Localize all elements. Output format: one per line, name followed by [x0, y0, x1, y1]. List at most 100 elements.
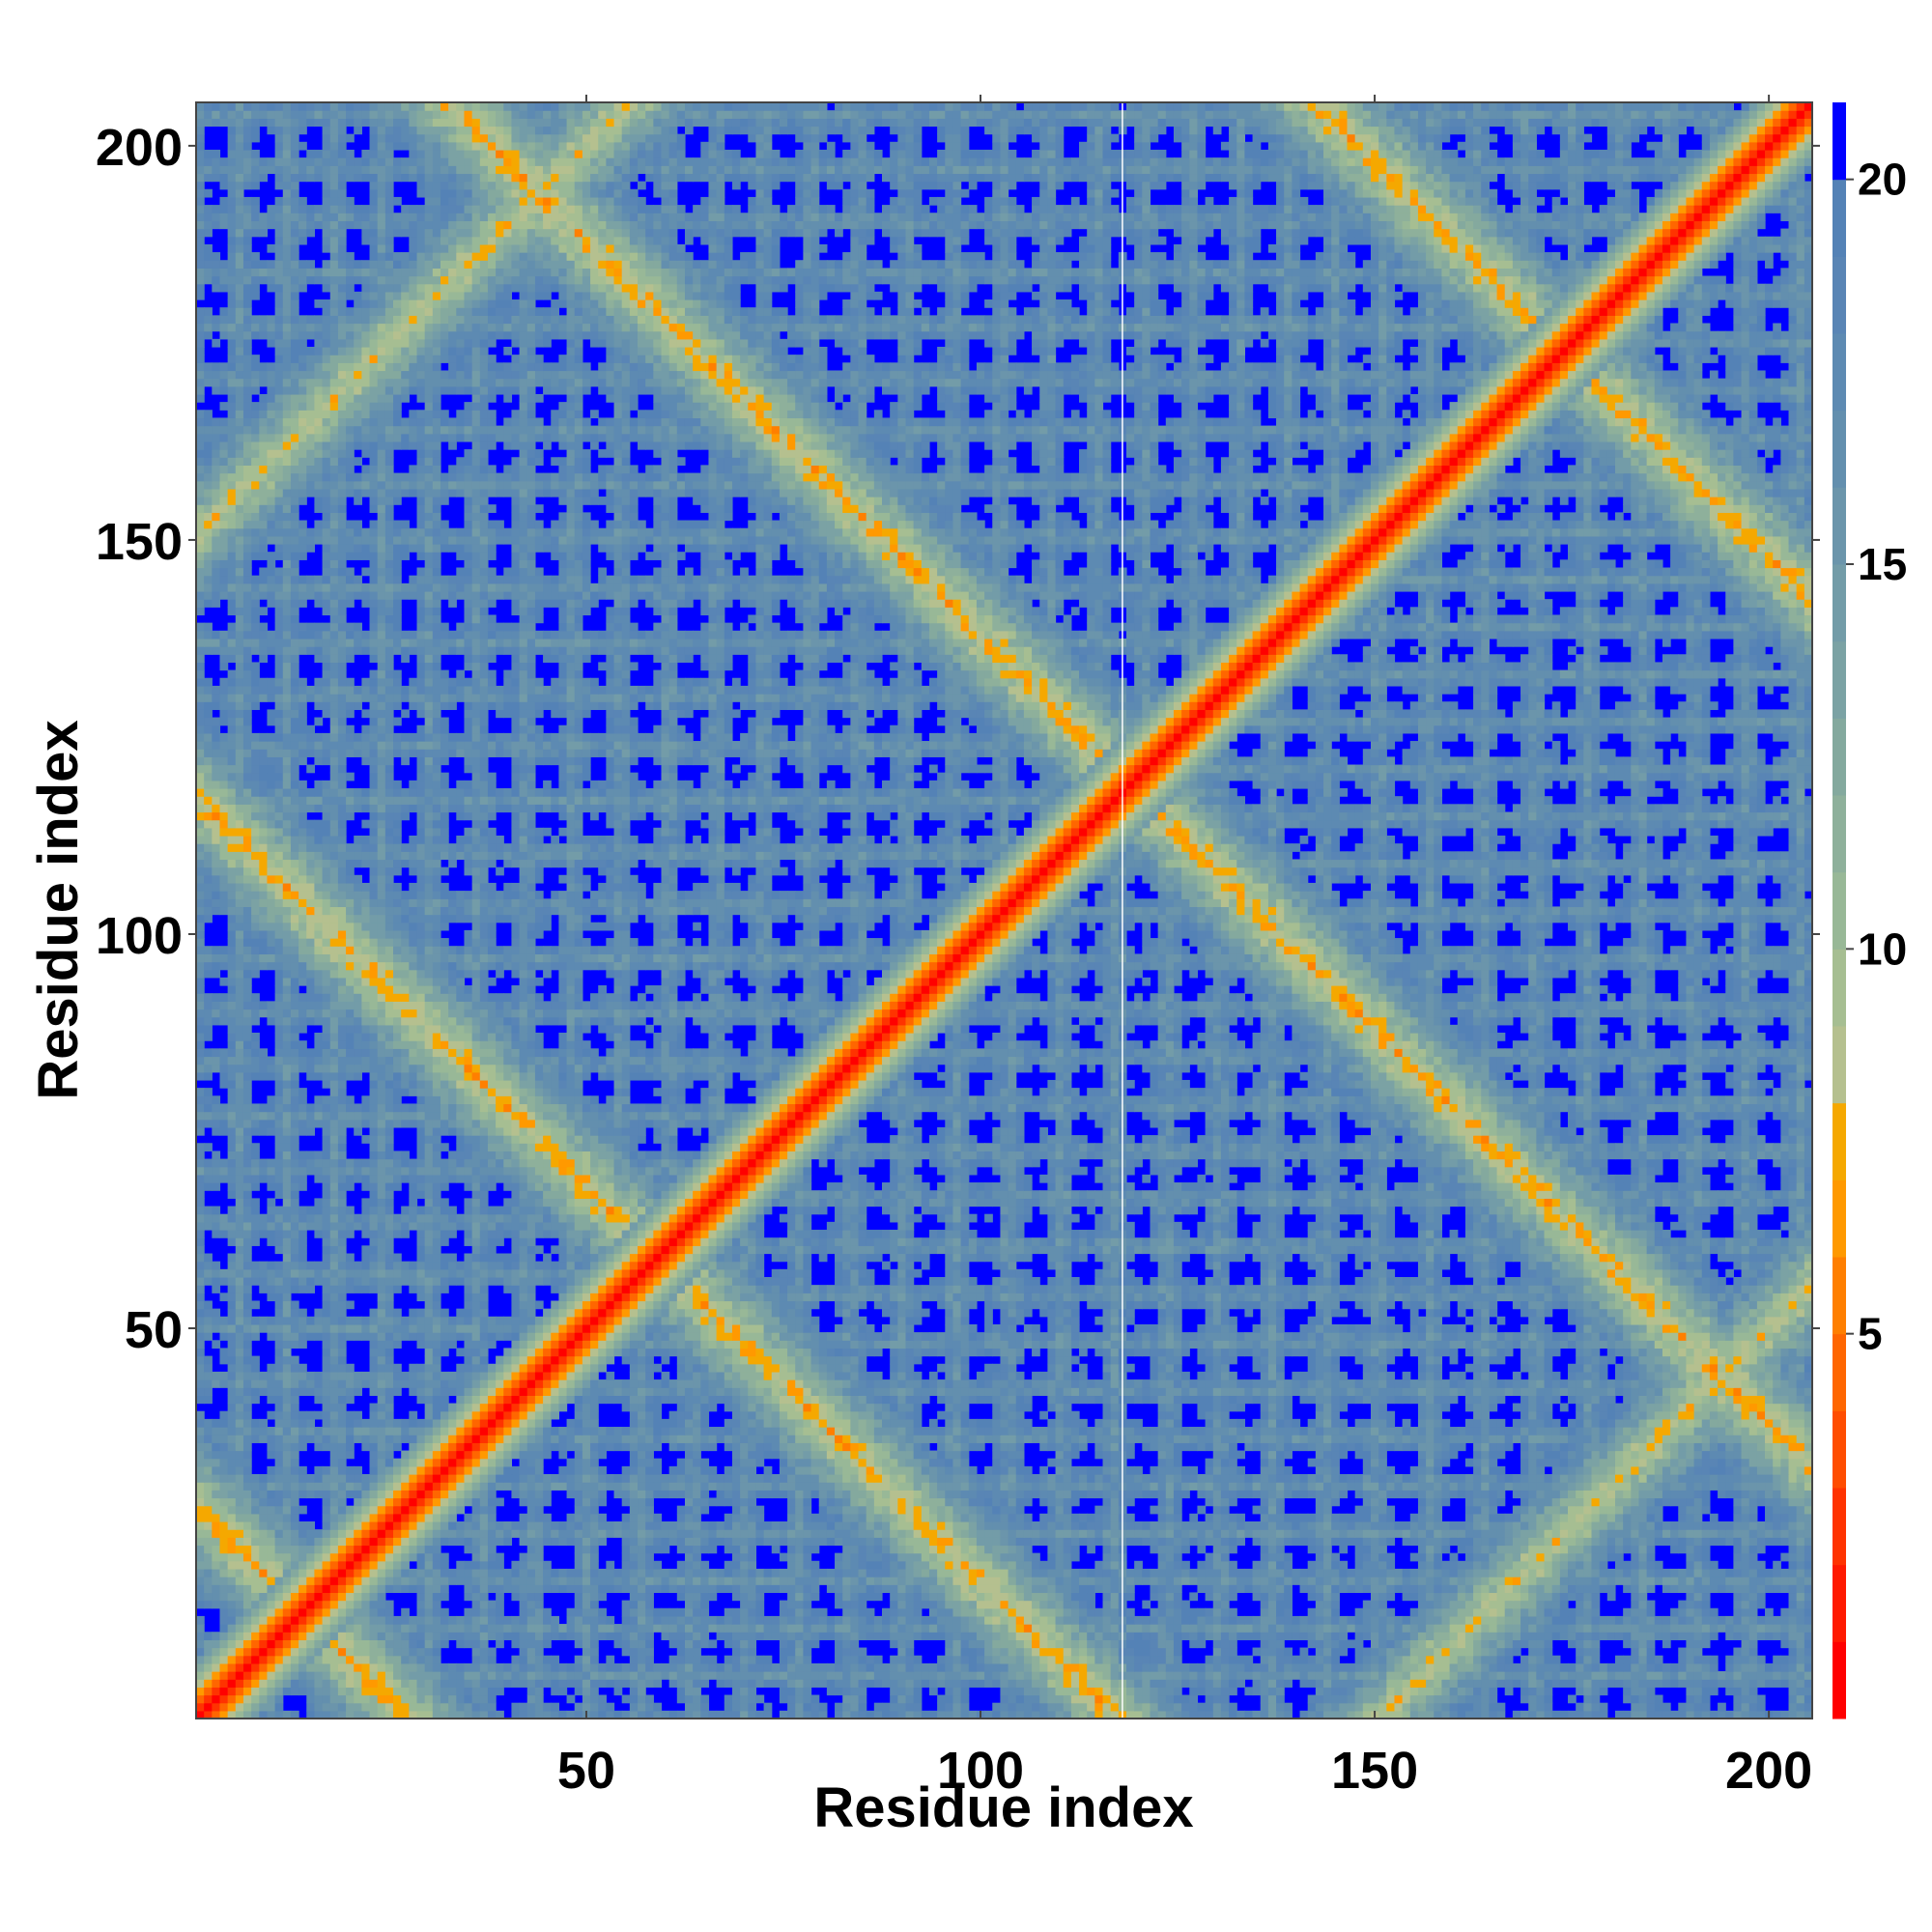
heatmap-cell — [850, 1505, 860, 1515]
heatmap-cell — [960, 1584, 970, 1594]
heatmap-cell — [519, 1702, 528, 1712]
heatmap-cell — [787, 1662, 796, 1672]
heatmap-cell — [346, 1568, 355, 1577]
heatmap-cell — [1197, 1505, 1207, 1515]
heatmap-cell — [1087, 1639, 1095, 1649]
heatmap-cell — [346, 1647, 355, 1657]
heatmap-cell — [724, 1497, 733, 1507]
heatmap-cell — [377, 1639, 386, 1649]
heatmap-cell — [613, 1710, 623, 1719]
heatmap-cell — [1000, 1529, 1009, 1538]
heatmap-cell — [976, 1624, 985, 1633]
heatmap-cell — [653, 1615, 663, 1625]
heatmap-cell — [810, 1615, 820, 1625]
heatmap-cell — [196, 1694, 205, 1704]
heatmap-cell — [1394, 1671, 1404, 1680]
heatmap-cell — [1032, 1702, 1040, 1712]
heatmap-cell — [1583, 1584, 1593, 1594]
heatmap-cell — [676, 1687, 686, 1696]
heatmap-cell — [1686, 1505, 1695, 1515]
heatmap-cell — [897, 1615, 907, 1625]
heatmap-cell — [1362, 1513, 1372, 1522]
heatmap-cell — [684, 1560, 694, 1570]
heatmap-cell — [479, 1592, 489, 1602]
heatmap-cell — [629, 1513, 639, 1522]
heatmap-cell — [1599, 1497, 1608, 1507]
heatmap-cell — [1551, 1671, 1561, 1680]
heatmap-cell — [1032, 1624, 1040, 1633]
heatmap-cell — [1568, 1529, 1577, 1538]
heatmap-cell — [1087, 1710, 1095, 1719]
heatmap-cell — [1576, 1497, 1584, 1507]
heatmap-cell — [1796, 1600, 1805, 1609]
heatmap-cell — [1386, 1505, 1396, 1515]
heatmap-cell — [1386, 1671, 1396, 1680]
heatmap-cell — [645, 1490, 654, 1499]
heatmap-cell — [306, 1615, 316, 1625]
heatmap-cell — [1733, 1662, 1743, 1672]
heatmap-cell — [1126, 1529, 1135, 1538]
heatmap-cell — [534, 1655, 544, 1664]
heatmap-cell — [1725, 1655, 1734, 1664]
heatmap-cell — [1173, 1577, 1182, 1585]
heatmap-cell — [416, 1679, 426, 1688]
heatmap-cell — [1709, 1577, 1719, 1585]
heatmap-cell — [1236, 1671, 1246, 1680]
heatmap-cell — [882, 1537, 891, 1547]
heatmap-cell — [526, 1600, 536, 1609]
heatmap-cell — [1544, 1584, 1553, 1594]
heatmap-cell — [401, 1529, 410, 1538]
heatmap-cell — [282, 1655, 292, 1664]
heatmap-cell — [1489, 1607, 1498, 1617]
heatmap-cell — [1457, 1607, 1466, 1617]
heatmap-cell — [1804, 1639, 1813, 1649]
heatmap-cell — [621, 1607, 631, 1617]
heatmap-cell — [1489, 1584, 1498, 1594]
heatmap-cell — [1260, 1639, 1269, 1649]
heatmap-cell — [1662, 1568, 1671, 1577]
heatmap-cell — [1544, 1702, 1553, 1712]
heatmap-cell — [1402, 1529, 1411, 1538]
heatmap-cell — [779, 1687, 788, 1696]
heatmap-cell — [235, 1702, 244, 1712]
heatmap-cell — [1733, 1702, 1743, 1712]
heatmap-cell — [598, 1624, 607, 1633]
heatmap-cell — [858, 1671, 867, 1680]
heatmap-cell — [1362, 1497, 1372, 1507]
heatmap-cell — [212, 1497, 221, 1507]
heatmap-cell — [471, 1662, 481, 1672]
heatmap-cell — [1748, 1694, 1758, 1704]
heatmap-cell — [668, 1624, 678, 1633]
heatmap-cell — [204, 1710, 213, 1719]
heatmap-cell — [1568, 1679, 1577, 1688]
heatmap-cell — [1284, 1615, 1293, 1625]
heatmap-cell — [1473, 1560, 1482, 1570]
heatmap-cell — [526, 1520, 536, 1530]
heatmap-cell — [621, 1624, 631, 1633]
heatmap-cell — [1063, 1545, 1072, 1554]
heatmap-cell — [1236, 1568, 1246, 1577]
heatmap-cell — [613, 1577, 623, 1585]
heatmap-cell — [1212, 1710, 1222, 1719]
heatmap-cell — [1378, 1592, 1387, 1602]
heatmap-cell — [1362, 1671, 1372, 1680]
heatmap-cell — [1386, 1655, 1396, 1664]
heatmap-cell — [716, 1568, 725, 1577]
heatmap-cell — [204, 1662, 213, 1672]
heatmap-cell — [976, 1505, 985, 1515]
heatmap-cell — [1646, 1568, 1656, 1577]
heatmap-cell — [606, 1568, 615, 1577]
heatmap-cell — [945, 1520, 954, 1530]
heatmap-cell — [1654, 1577, 1663, 1585]
heatmap-cell — [645, 1560, 654, 1570]
heatmap-cell — [1426, 1671, 1435, 1680]
heatmap-cell — [1686, 1545, 1695, 1554]
heatmap-cell — [1189, 1710, 1199, 1719]
heatmap-cell — [377, 1624, 386, 1633]
heatmap-cell — [1631, 1679, 1640, 1688]
heatmap-cell — [1417, 1577, 1427, 1585]
heatmap-cell — [487, 1490, 497, 1499]
heatmap-cell — [1070, 1710, 1080, 1719]
heatmap-cell — [1741, 1710, 1750, 1719]
heatmap-cell — [1725, 1662, 1734, 1672]
